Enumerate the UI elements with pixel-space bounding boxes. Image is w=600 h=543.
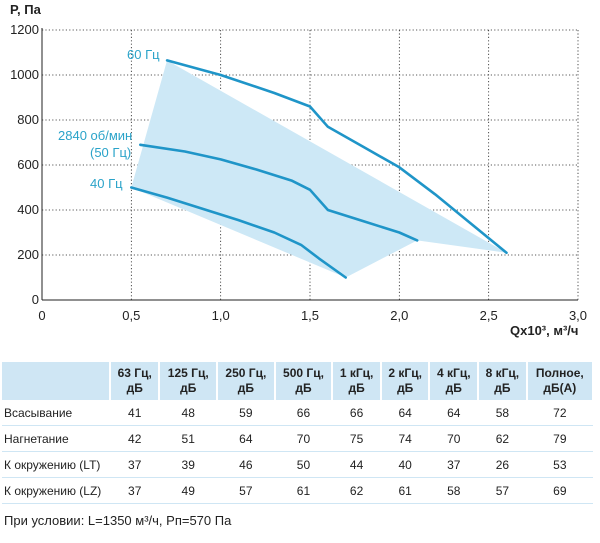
x-tick-label: 0 xyxy=(38,308,45,323)
table-cell: 37 xyxy=(110,477,160,504)
row-label: Нагнетание xyxy=(2,425,110,452)
curve-label-60hz: 60 Гц xyxy=(127,47,160,62)
y-tick-labels: 0 200 400 600 800 1000 1200 xyxy=(10,22,39,307)
table-cell: 44 xyxy=(332,451,381,478)
table-row: К окружению (LZ) 37 49 57 61 62 61 58 57… xyxy=(2,477,593,504)
table-cell: 50 xyxy=(274,451,333,478)
header-cell-2khz: 2 кГц, дБ xyxy=(380,362,431,400)
y-tick-label: 0 xyxy=(32,292,39,307)
x-tick-label: 1,0 xyxy=(212,308,230,323)
table-cell: 74 xyxy=(380,425,430,452)
noise-level-table: 63 Гц, дБ 125 Гц, дБ 250 Гц, дБ 500 Гц, дБ 1… xyxy=(2,362,595,504)
table-cell: 59 xyxy=(217,400,275,426)
table-cell: 58 xyxy=(478,400,527,426)
header-cell-1khz: 1 кГц, дБ xyxy=(332,362,382,400)
header-cell-250hz: 250 Гц, дБ xyxy=(217,362,276,400)
header-cell-label xyxy=(2,362,111,400)
table-cell: 62 xyxy=(332,477,381,504)
curve-60hz xyxy=(165,59,508,255)
operating-area xyxy=(131,60,507,278)
table-cell: 26 xyxy=(478,451,527,478)
chart-axes xyxy=(41,28,578,301)
y-tick-label: 1200 xyxy=(10,22,39,37)
table-cell: 40 xyxy=(380,451,430,478)
table-cell: 75 xyxy=(332,425,381,452)
table-cell: 64 xyxy=(429,400,479,426)
header-cell-125hz: 125 Гц, дБ xyxy=(159,362,219,400)
header-cell-63hz: 63 Гц, дБ xyxy=(110,362,161,400)
fan-performance-chart: 0 0,5 1,0 1,5 2,0 2,5 3,0 0 200 400 600 800 1000 120… xyxy=(10,2,587,338)
row-label: К окружению (LZ) xyxy=(2,477,110,504)
table-cell: 66 xyxy=(332,400,381,426)
table-cell: 37 xyxy=(110,451,160,478)
x-tick-label: 0,5 xyxy=(122,308,140,323)
table-row: Нагнетание 42 51 64 70 75 74 70 62 79 xyxy=(2,425,593,452)
curves xyxy=(130,59,508,279)
curve-50hz xyxy=(139,143,419,242)
table-cell: 37 xyxy=(429,451,479,478)
table-cell: 57 xyxy=(217,477,275,504)
table-cell: 64 xyxy=(217,425,275,452)
y-tick-label: 200 xyxy=(17,247,39,262)
x-tick-label: 1,5 xyxy=(301,308,319,323)
table-header-row: 63 Гц, дБ 125 Гц, дБ 250 Гц, дБ 500 Гц, дБ 1… xyxy=(2,362,595,400)
x-axis-title: Qx10³, м³/ч xyxy=(510,323,578,338)
row-label: Всасывание xyxy=(2,400,110,426)
table-cell: 58 xyxy=(429,477,479,504)
table-cell: 70 xyxy=(274,425,333,452)
table-cell: 51 xyxy=(159,425,218,452)
table-cell: 48 xyxy=(159,400,218,426)
table-cell: 39 xyxy=(159,451,218,478)
table-cell: 41 xyxy=(110,400,160,426)
footnote: При условии: L=1350 м³/ч, Рп=570 Па xyxy=(4,513,232,528)
y-tick-label: 400 xyxy=(17,202,39,217)
table-cell: 53 xyxy=(526,451,593,478)
table-row: Всасывание 41 48 59 66 66 64 64 58 72 xyxy=(2,400,593,426)
header-cell-4khz: 4 кГц, дБ xyxy=(429,362,480,400)
header-cell-8khz: 8 кГц, дБ xyxy=(478,362,528,400)
table-cell: 57 xyxy=(478,477,527,504)
table-row: К окружению (LT) 37 39 46 50 44 40 37 26… xyxy=(2,451,593,478)
curve-label-40hz: 40 Гц xyxy=(90,176,123,191)
y-tick-label: 600 xyxy=(17,157,39,172)
table-cell: 69 xyxy=(526,477,593,504)
table-cell: 61 xyxy=(380,477,430,504)
table-cell: 49 xyxy=(159,477,218,504)
x-tick-labels: 0 0,5 1,0 1,5 2,0 2,5 3,0 xyxy=(38,308,587,323)
curve-label-2840rpm: 2840 об/мин xyxy=(58,128,132,143)
table-cell: 72 xyxy=(526,400,593,426)
table-cell: 61 xyxy=(274,477,333,504)
y-tick-label: 800 xyxy=(17,112,39,127)
row-label: К окружению (LT) xyxy=(2,451,110,478)
table-cell: 62 xyxy=(478,425,527,452)
x-tick-label: 2,5 xyxy=(480,308,498,323)
x-tick-label: 2,0 xyxy=(390,308,408,323)
curve-label-50hz: (50 Гц) xyxy=(90,145,131,160)
y-tick-label: 1000 xyxy=(10,67,39,82)
table-cell: 42 xyxy=(110,425,160,452)
x-tick-label: 3,0 xyxy=(569,308,587,323)
header-cell-total: Полное, дБ(А) xyxy=(526,362,595,400)
header-cell-500hz: 500 Гц, дБ xyxy=(274,362,334,400)
curve-40hz xyxy=(130,186,347,279)
table-cell: 46 xyxy=(217,451,275,478)
table-cell: 79 xyxy=(526,425,593,452)
table-cell: 64 xyxy=(380,400,430,426)
table-cell: 70 xyxy=(429,425,479,452)
table-cell: 66 xyxy=(274,400,333,426)
y-axis-title: P, Па xyxy=(10,2,42,17)
